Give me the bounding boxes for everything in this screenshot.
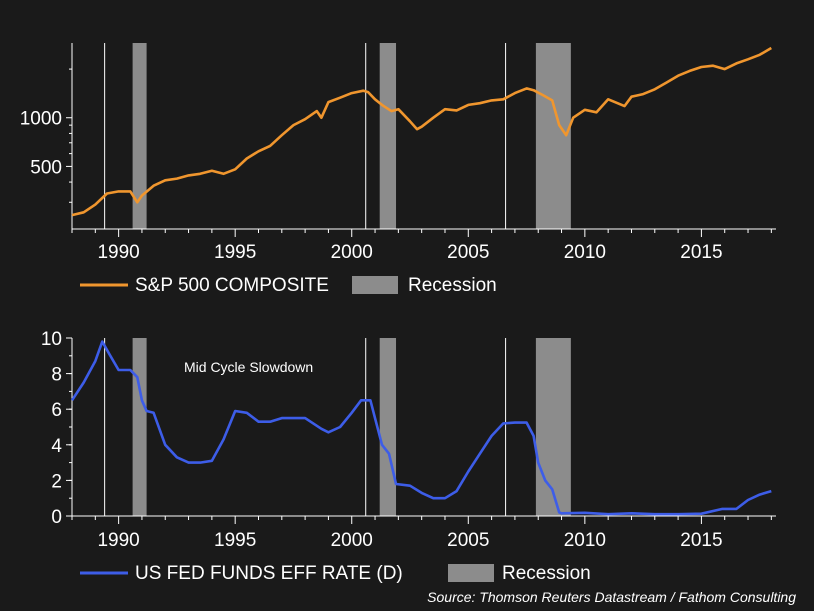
- sp500-series: [71, 46, 772, 217]
- sp500-x-tick-label: 2015: [680, 242, 722, 263]
- sp500-panel: 1990 1995 2000 2005 2010 2015 500 1000: [20, 43, 776, 263]
- sp500-x-tick-label: 2005: [447, 242, 489, 263]
- sp500-x-tick-label: 2010: [564, 242, 606, 263]
- fed-recession-band-1: [132, 338, 147, 516]
- sp500-x-tick-label: 1995: [214, 242, 256, 263]
- fed-recession-legend-label: Recession: [502, 563, 591, 584]
- source-note: Source: Thomson Reuters Datastream / Fat…: [427, 589, 796, 605]
- fed-x-tick-label: 1995: [214, 530, 256, 551]
- sp500-x-tick-label: 1990: [97, 242, 139, 263]
- fed-event-markers: [104, 338, 507, 516]
- sp500-y-tick-label: 500: [30, 157, 62, 178]
- sp500-y-tick-label: 1000: [20, 109, 62, 130]
- fed-recession-band-2: [379, 338, 397, 516]
- fed-x-tick-label: 1990: [97, 530, 139, 551]
- fed-y-tick-label: 10: [41, 329, 62, 350]
- fed-y-tick-label: 2: [51, 471, 62, 492]
- mid-cycle-annotation: Mid Cycle Slowdown: [184, 359, 313, 375]
- fed-recession-band-3: [535, 338, 571, 516]
- fed-x-tick-label: 2015: [680, 530, 722, 551]
- fed-funds-panel: 1990 1995 2000 2005 2010 2015 0 2 4 6 8 10 Mid Cycl…: [41, 329, 776, 551]
- fed-y-tick-label: 4: [51, 436, 62, 457]
- fed-x-tick-label: 2005: [447, 530, 489, 551]
- fed-x-tick-label: 2000: [331, 530, 373, 551]
- sp500-legend: S&P 500 COMPOSITE Recession: [80, 275, 497, 296]
- sp500-event-markers: [104, 43, 507, 229]
- fed-y-tick-label: 0: [51, 507, 62, 528]
- sp500-recession-band-3: [535, 43, 571, 229]
- fed-y-tick-label: 6: [51, 400, 62, 421]
- fed-y-tick-label: 8: [51, 365, 62, 386]
- sp500-recession-legend-swatch: [352, 276, 398, 294]
- sp500-axes: 1990 1995 2000 2005 2010 2015 500 1000: [20, 43, 776, 263]
- sp500-recession-band-2: [379, 43, 397, 229]
- fed-series-line: [70, 340, 772, 516]
- fed-series: [70, 340, 772, 516]
- fed-legend: US FED FUNDS EFF RATE (D) Recession: [80, 563, 591, 584]
- fed-recession-legend-swatch: [448, 564, 494, 582]
- sp500-recession-bands: [132, 43, 571, 229]
- fed-legend-label: US FED FUNDS EFF RATE (D): [135, 563, 403, 584]
- sp500-recession-legend-label: Recession: [408, 275, 497, 296]
- sp500-x-tick-label: 2000: [331, 242, 373, 263]
- fed-axes: 1990 1995 2000 2005 2010 2015 0 2 4 6 8 10: [41, 329, 776, 551]
- sp500-recession-band-1: [132, 43, 147, 229]
- fed-x-tick-label: 2010: [564, 530, 606, 551]
- sp500-series-line: [71, 46, 772, 217]
- sp500-legend-label: S&P 500 COMPOSITE: [135, 275, 329, 296]
